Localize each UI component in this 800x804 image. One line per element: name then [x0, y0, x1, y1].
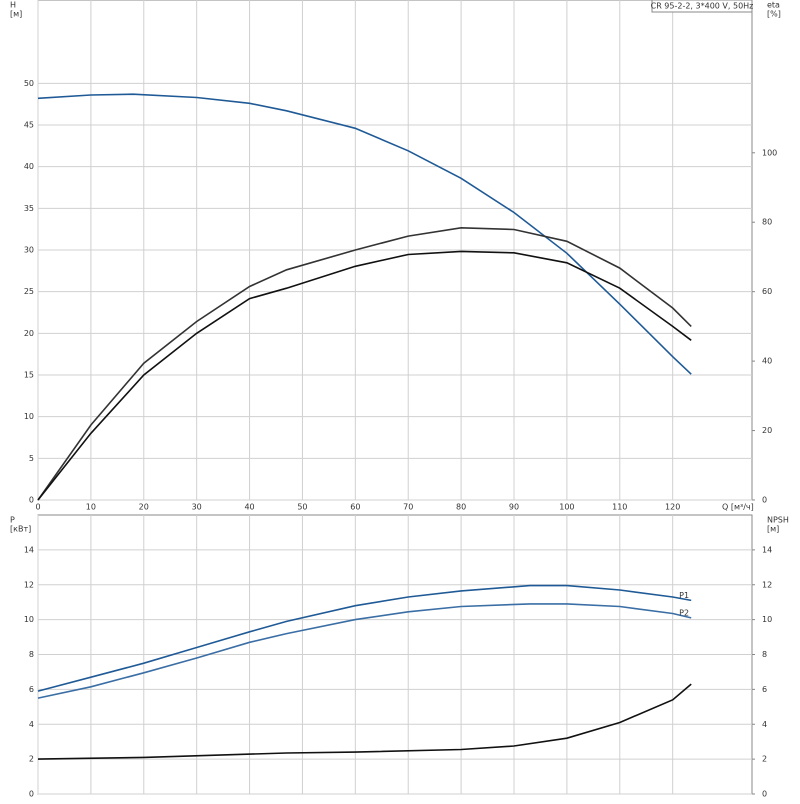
y-tick-label: 12	[24, 580, 34, 589]
y-tick-label: 10	[24, 412, 34, 421]
y-tick-label: 8	[29, 650, 34, 659]
x-tick-label: 120	[665, 503, 680, 512]
y2-axis-label: NPSH	[767, 516, 789, 525]
curve	[37, 93, 692, 375]
y-axis-label: H	[10, 1, 16, 10]
x-tick-label: 70	[403, 503, 413, 512]
y2-tick-label: 8	[762, 650, 767, 659]
x-tick-label: 110	[612, 503, 627, 512]
y2-tick-label: 6	[762, 685, 767, 694]
x-tick-label: 40	[244, 503, 254, 512]
y-tick-label: 4	[29, 720, 34, 729]
y2-tick-label: 40	[762, 357, 772, 366]
y-tick-label: 5	[29, 454, 34, 463]
curve	[37, 584, 692, 692]
x-tick-label: 20	[139, 503, 149, 512]
title-box	[651, 0, 753, 13]
y2-tick-label: 60	[762, 287, 772, 296]
y2-axis-label: [м]	[767, 525, 779, 534]
chart-title: CR 95-2-2, 3*400 V, 50Hz	[651, 2, 754, 11]
y-tick-label: 20	[24, 329, 34, 338]
y-tick-label: 14	[24, 545, 34, 554]
x-tick-label: 10	[86, 503, 96, 512]
y-tick-label: 6	[29, 685, 34, 694]
y-axis-label: P	[10, 516, 15, 525]
y2-tick-label: 80	[762, 218, 772, 227]
y-tick-label: 15	[24, 371, 34, 380]
series-label: P1	[679, 591, 689, 600]
curve	[37, 226, 692, 501]
x-axis-label: Q [м³/ч]	[722, 503, 754, 512]
y2-axis-label: [%]	[767, 10, 781, 19]
curve	[37, 603, 692, 699]
y-tick-label: 40	[24, 162, 34, 171]
y-axis-label: [кВт]	[10, 525, 31, 534]
curve	[37, 250, 692, 501]
y2-tick-label: 0	[762, 496, 767, 505]
x-tick-label: 30	[192, 503, 202, 512]
y-tick-label: 50	[24, 79, 34, 88]
y2-tick-label: 20	[762, 426, 772, 435]
y2-tick-label: 2	[762, 755, 767, 764]
y-axis-label: [м]	[10, 10, 22, 19]
series-label: P2	[679, 608, 689, 617]
y-tick-label: 10	[24, 615, 34, 624]
y2-tick-label: 100	[762, 148, 777, 157]
y-tick-label: 35	[24, 204, 34, 213]
y-tick-label: 2	[29, 755, 34, 764]
y2-axis-label: eta	[767, 1, 780, 10]
y-tick-label: 30	[24, 246, 34, 255]
x-tick-label: 80	[456, 503, 466, 512]
y2-tick-label: 12	[762, 580, 772, 589]
y-tick-label: 0	[29, 496, 34, 505]
y-tick-label: 0	[29, 790, 34, 799]
y2-tick-label: 4	[762, 720, 767, 729]
curve	[37, 683, 692, 760]
y-tick-label: 45	[24, 121, 34, 130]
y2-tick-label: 0	[762, 790, 767, 799]
x-tick-label: 0	[35, 503, 40, 512]
y2-tick-label: 14	[762, 545, 772, 554]
y2-tick-label: 10	[762, 615, 772, 624]
x-tick-label: 90	[509, 503, 519, 512]
x-tick-label: 60	[350, 503, 360, 512]
x-tick-label: 50	[297, 503, 307, 512]
x-tick-label: 100	[559, 503, 574, 512]
y-tick-label: 25	[24, 287, 34, 296]
